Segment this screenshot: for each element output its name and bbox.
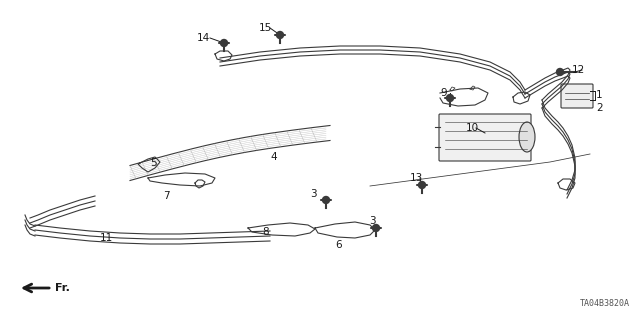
Text: 3: 3 <box>310 189 317 199</box>
Text: 14: 14 <box>197 33 211 43</box>
Text: 9: 9 <box>440 88 447 98</box>
Text: 10: 10 <box>466 123 479 133</box>
Circle shape <box>419 182 426 189</box>
Text: 7: 7 <box>163 191 170 201</box>
Text: 4: 4 <box>270 152 276 162</box>
Text: 12: 12 <box>572 65 585 75</box>
Circle shape <box>447 94 454 101</box>
Ellipse shape <box>519 122 535 152</box>
Text: Fr.: Fr. <box>55 283 70 293</box>
Circle shape <box>276 32 284 39</box>
Text: 13: 13 <box>410 173 423 183</box>
Circle shape <box>557 69 563 76</box>
Text: 2: 2 <box>596 103 603 113</box>
Text: 11: 11 <box>100 233 113 243</box>
FancyBboxPatch shape <box>439 114 531 161</box>
Circle shape <box>323 197 330 204</box>
Text: TA04B3820A: TA04B3820A <box>580 299 630 308</box>
Text: 1: 1 <box>596 90 603 100</box>
Text: 15: 15 <box>259 23 272 33</box>
Circle shape <box>372 225 380 232</box>
FancyBboxPatch shape <box>561 84 593 108</box>
Text: 3: 3 <box>369 216 376 226</box>
Text: 6: 6 <box>335 240 342 250</box>
Text: 5: 5 <box>150 158 157 168</box>
Circle shape <box>221 40 227 47</box>
Text: 8: 8 <box>262 227 269 237</box>
